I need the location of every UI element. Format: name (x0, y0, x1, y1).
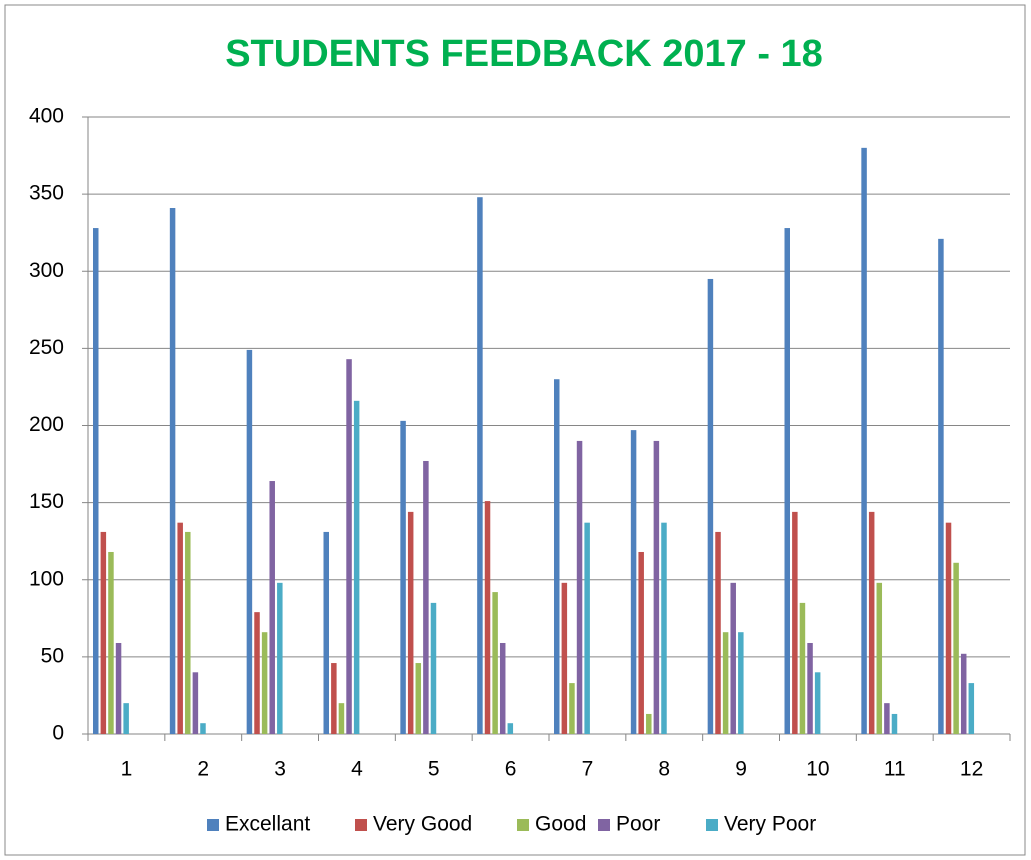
bar (185, 531, 191, 734)
y-tick-label: 350 (29, 182, 64, 205)
x-tick-label: 10 (806, 758, 829, 781)
y-tick-label: 150 (29, 490, 64, 513)
bar (507, 723, 514, 734)
bar (876, 582, 883, 734)
bar (346, 359, 352, 734)
bar (799, 602, 806, 734)
bar (707, 278, 714, 734)
chart-title: STUDENTS FEEDBACK 2017 - 18 (225, 33, 823, 75)
bar (792, 511, 798, 734)
legend-swatch (355, 819, 367, 831)
bar (423, 460, 429, 734)
bar (715, 531, 721, 734)
bar (277, 582, 283, 734)
bar (968, 683, 975, 734)
y-tick-label: 300 (29, 259, 64, 282)
bar (653, 440, 660, 734)
bar (254, 612, 260, 734)
bar (100, 531, 107, 734)
bar (868, 511, 875, 734)
bar (945, 522, 952, 734)
bar (738, 632, 744, 734)
legend-label: Excellant (225, 813, 310, 836)
bar (814, 672, 821, 734)
x-tick-label: 2 (197, 758, 209, 781)
legend-swatch (706, 819, 718, 831)
legend-label: Very Good (373, 813, 472, 836)
y-tick-label: 200 (29, 413, 64, 436)
bar (730, 582, 736, 734)
y-tick-label: 250 (29, 336, 64, 359)
bar (960, 653, 967, 734)
bar (108, 551, 114, 734)
bar (192, 672, 199, 734)
bar (123, 703, 129, 734)
bar (630, 430, 637, 734)
x-tick-label: 6 (505, 758, 517, 781)
y-tick-label: 50 (41, 644, 64, 667)
bar (953, 562, 959, 734)
bar (499, 642, 506, 734)
bar (646, 713, 652, 734)
bar (353, 400, 360, 734)
x-tick-label: 4 (351, 758, 363, 781)
bar (484, 501, 491, 734)
bar (554, 379, 560, 734)
bar (169, 208, 176, 734)
x-tick-label: 12 (960, 758, 983, 781)
bar (576, 440, 583, 734)
bar (661, 522, 667, 734)
legend-label: Poor (616, 813, 660, 836)
x-tick-label: 3 (274, 758, 286, 781)
bar (638, 551, 644, 734)
bar (891, 713, 898, 734)
bar (415, 663, 422, 734)
y-tick-label: 400 (29, 105, 64, 128)
bar (861, 147, 867, 735)
bar (784, 228, 790, 734)
legend-swatch (207, 819, 219, 831)
legend-label: Good (535, 813, 586, 836)
bar (331, 663, 337, 734)
legend-swatch (517, 819, 529, 831)
bar (93, 228, 99, 734)
x-tick-label: 11 (884, 758, 906, 781)
y-tick-label: 100 (29, 567, 64, 590)
bar (338, 703, 345, 734)
bar (477, 197, 483, 734)
x-tick-label: 7 (582, 758, 594, 781)
x-tick-label: 5 (428, 758, 440, 781)
bar (261, 632, 268, 734)
bar (430, 602, 437, 734)
bar (177, 522, 183, 734)
y-tick-label: 0 (52, 722, 64, 745)
bar (246, 349, 253, 734)
bar (884, 703, 890, 734)
bar (269, 481, 275, 734)
bar (938, 238, 944, 735)
bar (722, 632, 729, 734)
bar (569, 683, 575, 734)
bar (323, 531, 329, 734)
bar (115, 642, 122, 734)
bar (407, 511, 414, 734)
x-tick-label: 8 (658, 758, 670, 781)
x-tick-label: 9 (735, 758, 747, 781)
bar (200, 723, 206, 734)
bar (561, 582, 568, 734)
x-tick-label: 1 (121, 758, 133, 781)
legend-swatch (598, 819, 610, 831)
legend-label: Very Poor (724, 813, 816, 836)
bar (400, 420, 406, 734)
bar (492, 592, 498, 734)
bar (584, 522, 590, 734)
bar (807, 642, 813, 734)
